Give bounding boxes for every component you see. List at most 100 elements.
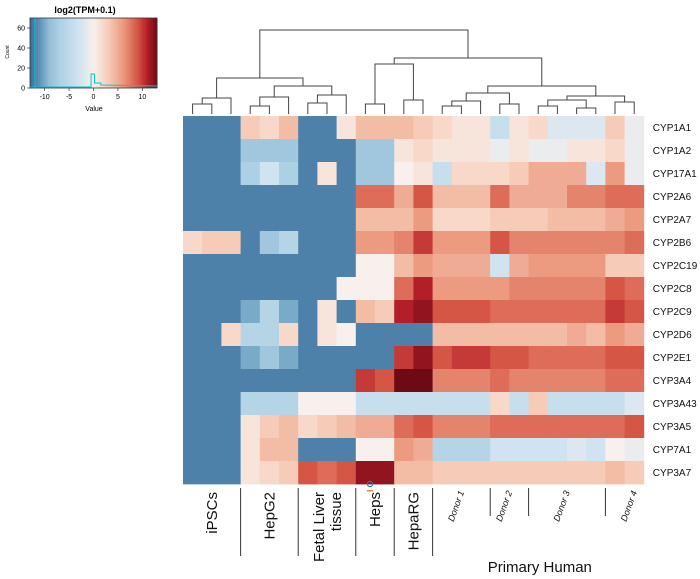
heatmap-cell — [317, 254, 337, 278]
heatmap-cell — [547, 231, 568, 255]
heatmap-cell — [490, 323, 510, 347]
heatmap-cell — [183, 116, 203, 140]
heatmap-cell — [355, 116, 376, 140]
color-key-band — [129, 18, 132, 88]
heatmap-cell — [413, 300, 433, 324]
heatmap-cell — [355, 208, 376, 232]
heatmap-cell — [240, 254, 261, 278]
dendrogram-branch — [576, 107, 597, 114]
heatmap-cell — [375, 369, 395, 393]
heatmap-cell — [336, 346, 357, 370]
heatmap-cell — [375, 277, 395, 301]
heatmap-cell — [394, 438, 414, 462]
heatmap-cell — [605, 277, 625, 301]
heatmap-cell — [413, 369, 433, 393]
color-key-band — [47, 18, 51, 88]
heatmap-cell — [490, 162, 510, 186]
heatmap-cell — [528, 346, 549, 370]
heatmap-cell — [624, 162, 645, 186]
heatmap-cell — [221, 300, 241, 324]
heatmap-cell — [240, 369, 261, 393]
heatmap-cell — [202, 208, 222, 232]
heatmap-cell — [221, 323, 241, 347]
dendrogram-branch — [259, 29, 469, 78]
heatmap-cell — [259, 461, 280, 485]
heatmap-cell — [394, 346, 414, 370]
color-key-band — [63, 18, 67, 88]
heatmap-cell — [298, 185, 318, 209]
heatmap-cell — [259, 392, 280, 416]
donor-label: Donor 3 — [552, 489, 572, 523]
heatmap-cell — [471, 185, 491, 209]
heatmap-cell — [202, 162, 222, 186]
heatmap-cell — [355, 323, 376, 347]
heatmap-cell — [567, 139, 587, 163]
heatmap-cell — [567, 392, 587, 416]
group-separators — [240, 488, 434, 556]
dendrogram-branch — [547, 99, 587, 108]
heatmap-cell — [413, 116, 433, 140]
heatmap-cell — [240, 208, 261, 232]
dendrogram-branch — [614, 101, 635, 114]
color-key-y-tick-label: 20 — [17, 66, 25, 73]
color-key-band — [95, 18, 98, 88]
heatmap-cell — [547, 277, 568, 301]
heatmap-cell — [528, 277, 549, 301]
color-key-y-label: Count — [5, 45, 11, 59]
color-key-band — [119, 18, 122, 88]
heatmap-cell — [471, 162, 491, 186]
heatmap-cell — [202, 461, 222, 485]
color-key-band — [135, 18, 138, 88]
heatmap-cell — [221, 277, 241, 301]
heatmap-cell — [567, 185, 587, 209]
heatmap-cell — [413, 254, 433, 278]
heatmap-cell — [202, 116, 222, 140]
group-label: HepG2 — [261, 492, 278, 540]
heatmap-cell — [279, 208, 299, 232]
heatmap-cell — [355, 415, 376, 439]
row-label: CYP3A4 — [653, 376, 692, 387]
group-label-line: Heps — [367, 492, 384, 527]
color-key-y-tick-label: 0 — [21, 86, 25, 93]
heatmap-cell — [355, 346, 376, 370]
heatmap-cell — [375, 231, 395, 255]
color-key-band — [53, 18, 57, 88]
heatmap-cell — [394, 277, 414, 301]
heatmap-cell — [240, 300, 261, 324]
heatmap-cell — [432, 185, 453, 209]
row-label: CYP3A7 — [653, 468, 692, 479]
heatmap-cell — [298, 369, 318, 393]
group-label: Fetal Livertissue — [311, 492, 345, 562]
heatmap-cell — [451, 461, 472, 485]
heatmap-cell — [394, 231, 414, 255]
heatmap-cell — [221, 438, 241, 462]
heatmap-cell — [451, 185, 472, 209]
heatmap-cell — [432, 116, 453, 140]
color-key-band — [155, 18, 158, 88]
heatmap-cell — [490, 392, 510, 416]
heatmap-cell — [202, 369, 222, 393]
group-label: Heps — [367, 492, 384, 527]
heatmap-cell — [624, 300, 645, 324]
heatmap-cell — [432, 208, 453, 232]
color-key-band — [61, 18, 65, 88]
heatmap-cell — [547, 461, 568, 485]
color-key-band — [151, 18, 154, 88]
color-key-band — [81, 18, 85, 88]
heatmap-cells — [183, 116, 645, 485]
color-key-band — [87, 18, 91, 88]
color-key-band — [105, 18, 108, 88]
heatmap-cell — [355, 231, 376, 255]
group-label: Primary HumanHepatocytes — [488, 559, 592, 579]
color-key-band — [123, 18, 126, 88]
heatmap-cell — [413, 231, 433, 255]
heatmap-cell — [509, 185, 529, 209]
heatmap-cell — [586, 116, 606, 140]
heatmap-cell — [586, 139, 606, 163]
heatmap-cell — [567, 438, 587, 462]
heatmap-cell — [298, 139, 318, 163]
heatmap-cell — [567, 461, 587, 485]
group-label-line: tissue — [328, 492, 345, 531]
heatmap-cell — [375, 162, 395, 186]
